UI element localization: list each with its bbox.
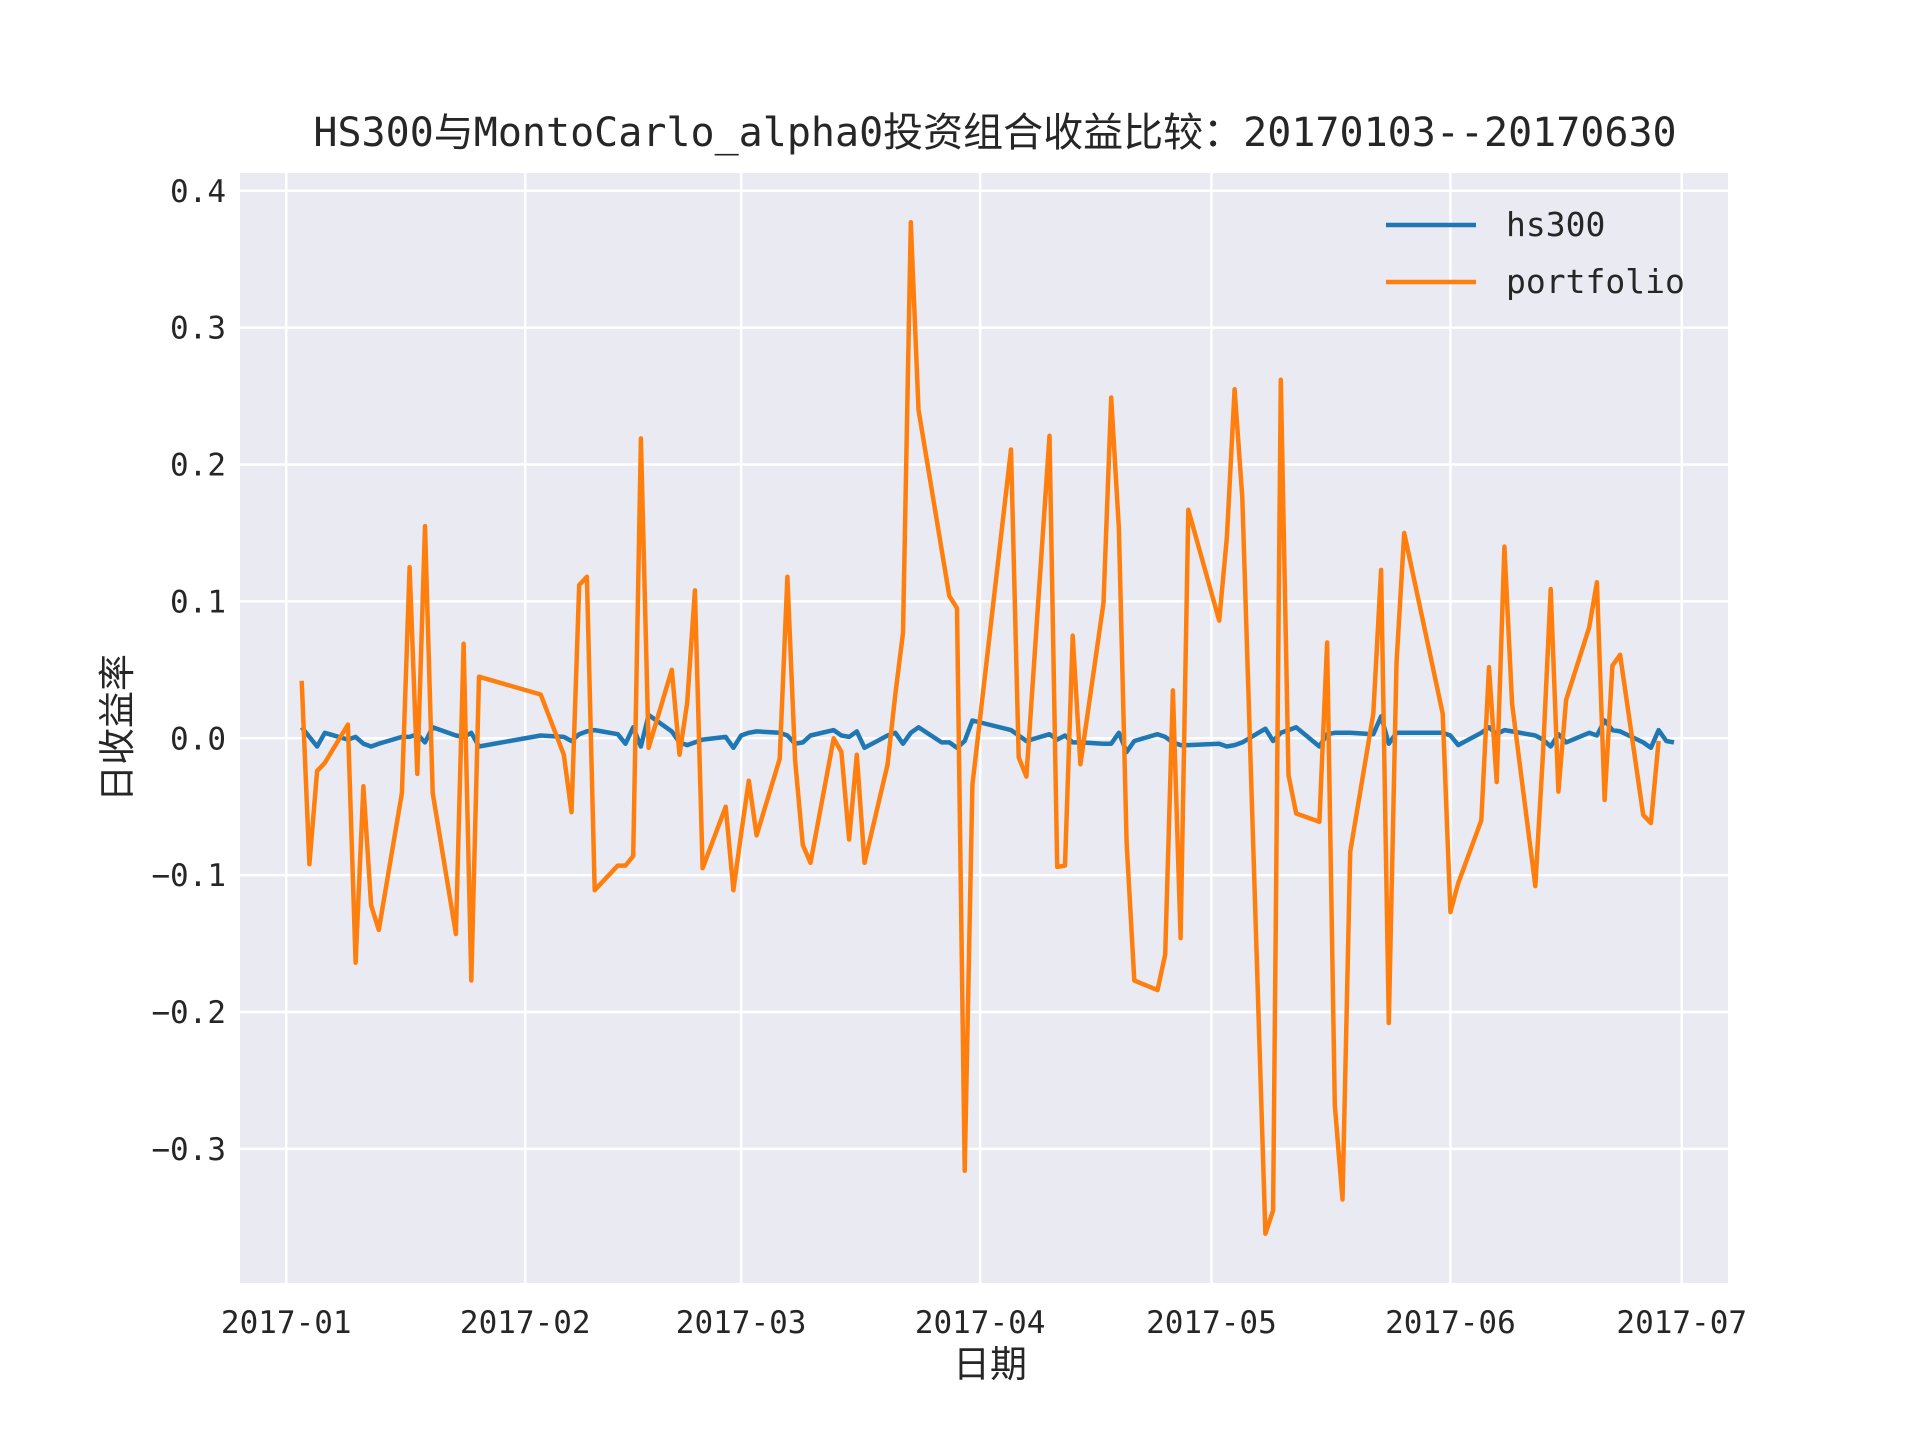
- legend: hs300 portfolio: [1386, 205, 1685, 301]
- tick-labels: 2017-01 2017-02 2017-03 2017-04 2017-05 2017-…: [151, 174, 1747, 1341]
- x-axis-label: 日期: [953, 1343, 1027, 1386]
- x-tick-label: 2017-06: [1385, 1305, 1516, 1341]
- y-tick-label: −0.2: [151, 995, 226, 1031]
- series-lines: [299, 220, 1675, 1236]
- y-tick-label: −0.3: [151, 1132, 226, 1168]
- legend-label-portfolio: portfolio: [1506, 262, 1685, 301]
- chart-title: HS300与MontoCarlo_alpha0投资组合收益比较：20170103…: [313, 110, 1676, 156]
- y-tick-label: 0.2: [170, 448, 226, 484]
- y-tick-label: 0.0: [170, 721, 226, 757]
- y-tick-label: 0.3: [170, 311, 226, 347]
- x-tick-label: 2017-01: [221, 1305, 352, 1341]
- x-tick-label: 2017-05: [1146, 1305, 1277, 1341]
- y-tick-label: 0.1: [170, 584, 226, 620]
- x-tick-label: 2017-02: [460, 1305, 591, 1341]
- x-tick-label: 2017-04: [915, 1305, 1046, 1341]
- y-axis-label: 日收益率: [96, 654, 139, 802]
- series-line-portfolio: [299, 220, 1661, 1236]
- legend-label-hs300: hs300: [1506, 205, 1605, 244]
- y-tick-label: 0.4: [170, 174, 226, 210]
- x-tick-label: 2017-07: [1616, 1305, 1747, 1341]
- grid-lines: [240, 173, 1728, 1283]
- x-tick-label: 2017-03: [676, 1305, 807, 1341]
- plot-area: [240, 173, 1728, 1283]
- series-line-hs300: [299, 712, 1675, 755]
- y-tick-label: −0.1: [151, 858, 226, 894]
